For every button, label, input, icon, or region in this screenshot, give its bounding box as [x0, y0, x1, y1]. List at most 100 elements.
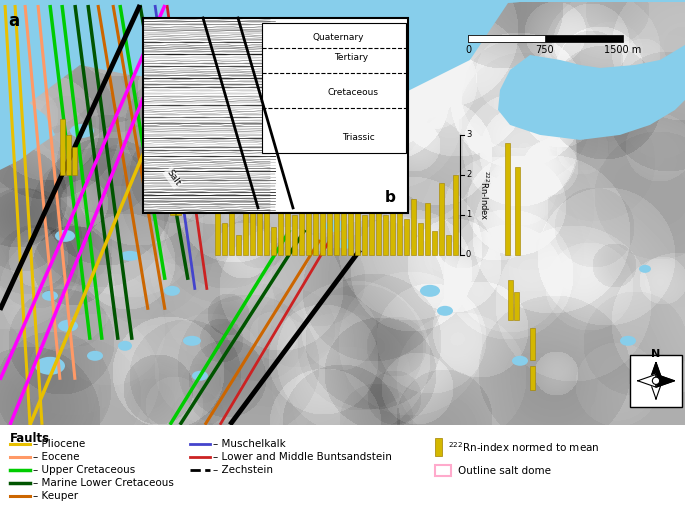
Text: Triassic: Triassic — [342, 134, 375, 142]
Bar — [404, 219, 409, 255]
Text: 1500 m: 1500 m — [604, 45, 642, 55]
Bar — [236, 235, 241, 255]
Text: – Zechstein: – Zechstein — [213, 465, 273, 475]
Bar — [376, 183, 381, 255]
Text: 2: 2 — [466, 170, 471, 179]
Bar — [432, 231, 437, 255]
Bar — [257, 183, 262, 255]
Polygon shape — [649, 363, 662, 381]
Polygon shape — [310, 0, 685, 140]
Bar — [383, 215, 388, 255]
Polygon shape — [0, 0, 55, 170]
Bar — [508, 280, 513, 320]
Text: – Keuper: – Keuper — [33, 491, 78, 501]
Bar — [306, 155, 311, 255]
Ellipse shape — [87, 351, 103, 361]
Text: 3: 3 — [466, 131, 471, 139]
Text: Faults: Faults — [10, 432, 50, 445]
Text: Outline salt dome: Outline salt dome — [458, 466, 551, 476]
Bar — [439, 183, 444, 255]
Bar — [418, 223, 423, 255]
Ellipse shape — [183, 336, 201, 346]
Text: Cretaceous: Cretaceous — [327, 89, 379, 97]
Bar — [334, 183, 339, 255]
Ellipse shape — [35, 357, 65, 375]
Bar — [170, 167, 175, 215]
Bar — [229, 195, 234, 255]
Bar — [341, 203, 346, 255]
Ellipse shape — [192, 371, 208, 381]
Text: – Eocene: – Eocene — [33, 452, 79, 462]
Bar — [515, 167, 520, 255]
Bar — [72, 147, 77, 175]
Text: Salt: Salt — [164, 168, 182, 188]
Polygon shape — [638, 375, 656, 387]
Bar — [453, 175, 458, 255]
Bar — [327, 175, 332, 255]
Ellipse shape — [620, 336, 636, 346]
Bar — [243, 207, 248, 255]
Bar — [505, 143, 510, 255]
Bar — [446, 235, 451, 255]
Ellipse shape — [639, 265, 651, 273]
Bar — [530, 366, 535, 390]
Bar — [215, 199, 220, 255]
Text: 0: 0 — [466, 250, 471, 260]
Bar — [285, 191, 290, 255]
Text: $^{222}$Rn-Index: $^{222}$Rn-Index — [478, 169, 490, 220]
Ellipse shape — [512, 356, 528, 366]
Ellipse shape — [120, 251, 140, 261]
Bar — [66, 135, 71, 175]
Bar — [435, 465, 451, 476]
Ellipse shape — [42, 291, 58, 301]
Bar — [143, 18, 408, 213]
Text: 0: 0 — [465, 45, 471, 55]
Ellipse shape — [118, 341, 132, 351]
Bar — [176, 195, 181, 215]
Bar — [468, 35, 545, 42]
Text: – Upper Cretaceous: – Upper Cretaceous — [33, 465, 135, 475]
Polygon shape — [0, 0, 80, 130]
Bar — [369, 159, 374, 255]
Ellipse shape — [55, 230, 75, 242]
Bar — [514, 292, 519, 320]
Bar — [264, 127, 269, 255]
Polygon shape — [240, 0, 510, 125]
Ellipse shape — [337, 239, 353, 249]
Bar — [313, 199, 318, 255]
Ellipse shape — [325, 220, 345, 232]
Bar — [222, 223, 227, 255]
Bar — [60, 119, 65, 175]
Bar — [468, 35, 623, 42]
Text: Tertiary: Tertiary — [334, 53, 368, 63]
Bar — [397, 195, 402, 255]
Bar — [530, 328, 535, 360]
Circle shape — [652, 377, 660, 384]
Bar — [271, 227, 276, 255]
Bar — [262, 23, 406, 153]
Text: $^{222}$Rn-index normed to mean: $^{222}$Rn-index normed to mean — [448, 440, 599, 454]
Bar — [292, 215, 297, 255]
Polygon shape — [656, 375, 674, 387]
Polygon shape — [649, 381, 662, 399]
Text: b: b — [384, 191, 395, 206]
Bar — [630, 355, 682, 407]
Ellipse shape — [420, 285, 440, 297]
Bar — [355, 195, 360, 255]
Bar — [143, 18, 408, 213]
Bar — [299, 143, 304, 255]
Bar — [425, 203, 430, 255]
Text: N: N — [651, 349, 660, 358]
Polygon shape — [0, 0, 685, 78]
Bar — [362, 215, 367, 255]
Bar — [390, 163, 395, 255]
Text: – Muschelkalk: – Muschelkalk — [213, 439, 286, 449]
Text: – Pliocene: – Pliocene — [33, 439, 85, 449]
Text: 1: 1 — [466, 210, 471, 220]
Bar — [250, 171, 255, 255]
Text: – Lower and Middle Buntsandstein: – Lower and Middle Buntsandstein — [213, 452, 392, 462]
Bar — [348, 179, 353, 255]
Bar — [411, 199, 416, 255]
Bar — [320, 167, 325, 255]
Text: – Marine Lower Cretaceous: – Marine Lower Cretaceous — [33, 478, 174, 488]
